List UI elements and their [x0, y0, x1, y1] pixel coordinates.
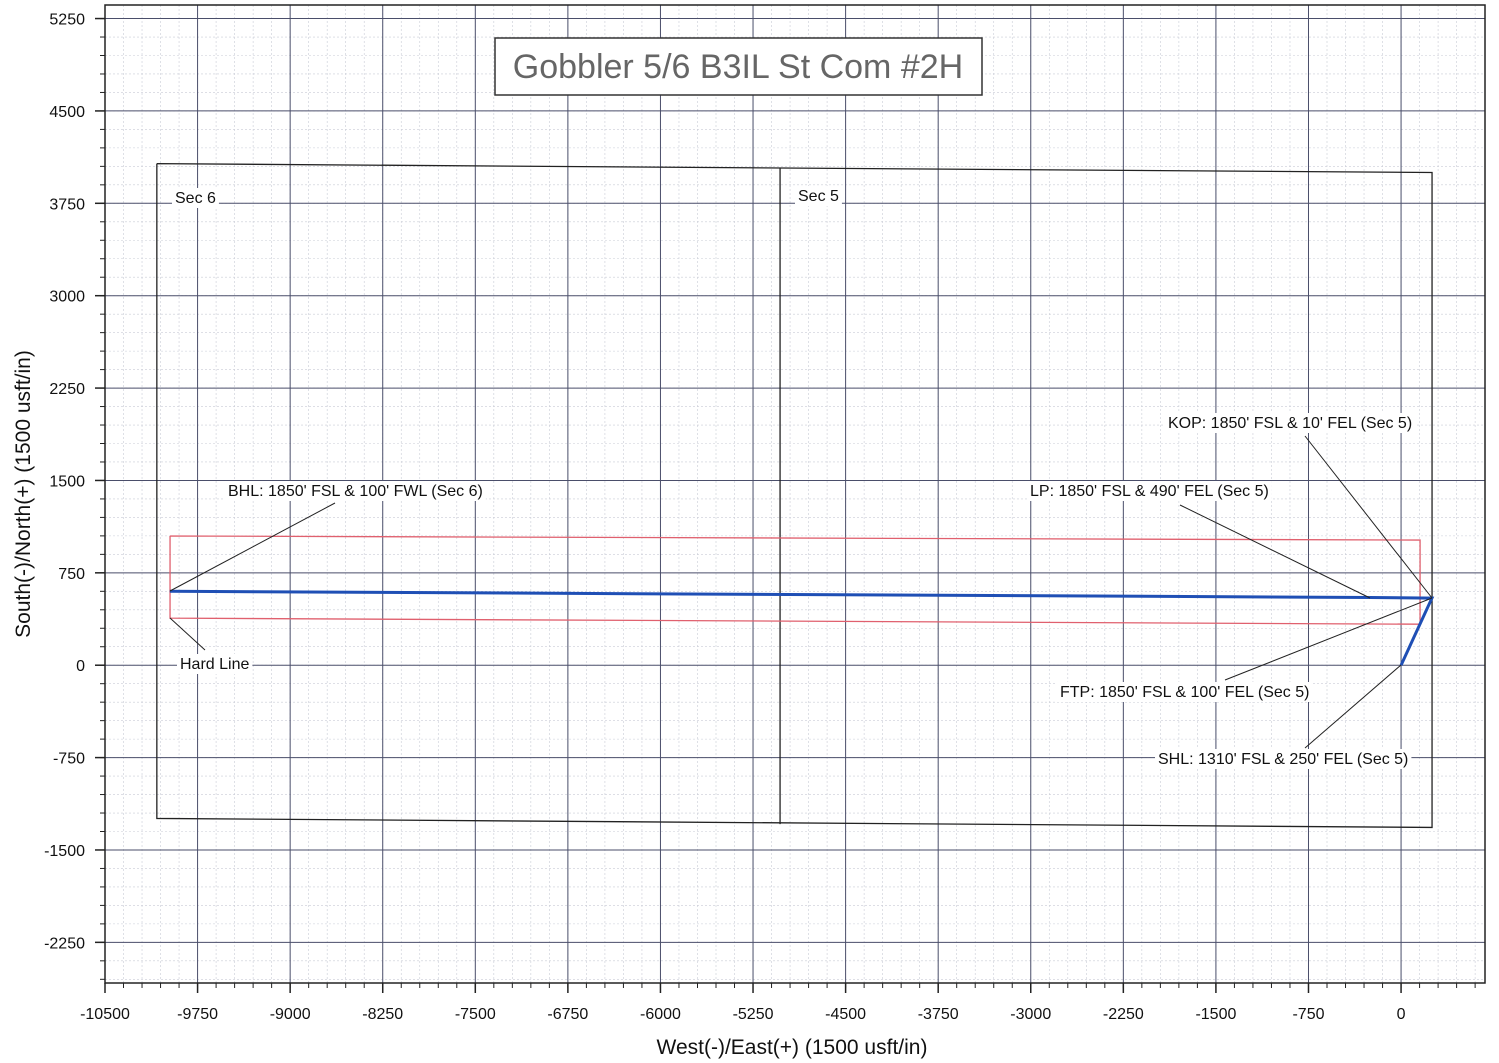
y-axis-title: South(-)/North(+) (1500 usft/in) [12, 350, 35, 638]
y-tick-label: 4500 [49, 104, 85, 121]
label-bg [225, 481, 486, 501]
section-boundary [156, 162, 1433, 829]
x-tick-label: -3000 [1010, 1006, 1051, 1023]
x-tick-label: -10500 [80, 1006, 130, 1023]
label-bg [1057, 682, 1313, 702]
x-tick-label: -3750 [918, 1006, 959, 1023]
annotation: SHL: 1310' FSL & 250' FEL (Sec 5) [1158, 751, 1408, 768]
label-bg [1027, 481, 1272, 501]
y-tick-label: 2250 [49, 381, 85, 398]
leader-line [169, 502, 336, 592]
leader-line [1304, 664, 1402, 749]
y-tick-label: -750 [53, 751, 85, 768]
y-tick-label: 1500 [49, 473, 85, 490]
chart-title: Gobbler 5/6 B3IL St Com #2H [513, 48, 963, 86]
x-tick-label: -1500 [1195, 1006, 1236, 1023]
label-bg [1155, 749, 1412, 769]
annotation: BHL: 1850' FSL & 100' FWL (Sec 6) [228, 483, 483, 500]
x-tick-label: -7500 [455, 1006, 496, 1023]
x-tick-label: -9750 [177, 1006, 218, 1023]
section-label: Sec 5 [798, 188, 839, 205]
x-tick-label: -6000 [640, 1006, 681, 1023]
x-tick-label: -4500 [825, 1006, 866, 1023]
label-bg [795, 186, 842, 206]
title-box [494, 37, 983, 96]
y-tick-label: -2250 [44, 935, 85, 952]
annotation: FTP: 1850' FSL & 100' FEL (Sec 5) [1060, 684, 1309, 701]
hard-line-label: Hard Line [180, 656, 249, 673]
label-bg [177, 654, 253, 674]
x-tick-label: -2250 [1103, 1006, 1144, 1023]
section-label: Sec 6 [175, 190, 216, 207]
label-bg [172, 188, 219, 208]
leader-line [1179, 504, 1371, 599]
x-tick-label: 0 [1397, 1006, 1406, 1023]
annotation: KOP: 1850' FSL & 10' FEL (Sec 5) [1168, 415, 1412, 432]
x-tick-label: -750 [1292, 1006, 1324, 1023]
y-tick-label: 5250 [49, 12, 85, 29]
leader-line [1304, 435, 1433, 599]
y-tick-label: -1500 [44, 843, 85, 860]
well-path [169, 589, 1435, 666]
leader-line [1224, 597, 1433, 681]
y-tick-label: 3750 [49, 196, 85, 213]
x-tick-label: -5250 [733, 1006, 774, 1023]
leader-line [169, 617, 206, 651]
x-tick-label: -9000 [270, 1006, 311, 1023]
x-tick-label: -6750 [547, 1006, 588, 1023]
plot-frame [104, 4, 1486, 984]
y-tick-label: 750 [58, 566, 85, 583]
y-tick-label: 3000 [49, 289, 85, 306]
y-tick-label: 0 [76, 658, 85, 675]
annotation: LP: 1850' FSL & 490' FEL (Sec 5) [1030, 483, 1269, 500]
label-bg [1165, 413, 1416, 433]
x-axis-title: West(-)/East(+) (1500 usft/in) [657, 1036, 928, 1059]
x-tick-label: -8250 [362, 1006, 403, 1023]
